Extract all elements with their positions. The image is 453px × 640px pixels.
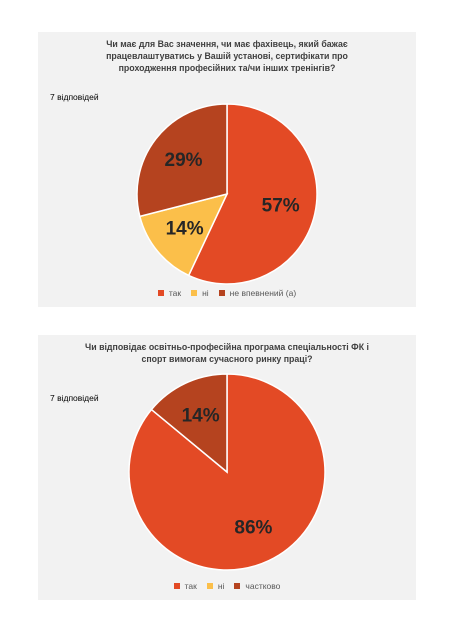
pie-chart: 57% 14% 29% bbox=[136, 103, 318, 285]
pie-slice-не впевнений (а) bbox=[136, 103, 228, 218]
legend-item: не впевнений (а) bbox=[218, 288, 297, 298]
legend-label: ні bbox=[202, 288, 209, 298]
slice-data-label: 14% bbox=[182, 405, 220, 426]
slice-data-label: 29% bbox=[165, 150, 203, 171]
title-line: проходження професійних та/чи інших трен… bbox=[118, 63, 336, 73]
legend-label: так bbox=[168, 288, 182, 298]
responses-count: 7 відповідей bbox=[50, 92, 99, 102]
legend-swatch bbox=[234, 583, 241, 589]
pie-slice-ні bbox=[138, 192, 229, 277]
slice-data-label: 14% bbox=[166, 219, 204, 240]
legend-label: не впевнений (а) bbox=[229, 288, 297, 298]
legend-item: частково bbox=[234, 581, 280, 591]
legend-label: частково bbox=[245, 581, 281, 591]
chart-panel-2: Чи відповідає освітньо-професійна програ… bbox=[38, 335, 416, 600]
legend-swatch bbox=[218, 290, 225, 296]
slice-data-label: 86% bbox=[234, 518, 272, 539]
title-line: спорт вимогам сучасного ринку праці? bbox=[141, 354, 313, 364]
legend-swatch bbox=[173, 583, 180, 589]
chart-title: Чи має для Вас значення, чи має фахівець… bbox=[58, 38, 396, 74]
legend-swatch bbox=[191, 290, 198, 296]
legend-item: ні bbox=[206, 581, 225, 591]
title-line: працевлаштуватись у Вашій установі, серт… bbox=[106, 51, 348, 61]
pie-slice-так bbox=[187, 103, 318, 285]
title-line: Чи має для Вас значення, чи має фахівець… bbox=[106, 39, 348, 49]
legend-label: так bbox=[184, 581, 197, 591]
responses-count: 7 відповідей bbox=[50, 393, 99, 403]
chart-panel-1: Чи має для Вас значення, чи має фахівець… bbox=[38, 32, 416, 307]
pie-slice-частково bbox=[150, 373, 228, 474]
legend-item: ні bbox=[191, 288, 209, 298]
title-line: Чи відповідає освітньо-професійна програ… bbox=[85, 342, 369, 352]
legend-label: ні bbox=[217, 581, 225, 591]
slice-data-label: 57% bbox=[262, 195, 300, 216]
legend-swatch bbox=[206, 583, 213, 589]
legend-item: так bbox=[157, 288, 182, 298]
legend-swatch bbox=[157, 290, 164, 296]
legend: так ні частково bbox=[38, 581, 416, 591]
legend-item: так bbox=[173, 581, 197, 591]
legend: так ні не впевнений (а) bbox=[38, 288, 416, 298]
chart-title: Чи відповідає освітньо-професійна програ… bbox=[58, 341, 396, 365]
pie-chart: 86% 14% bbox=[128, 373, 326, 571]
